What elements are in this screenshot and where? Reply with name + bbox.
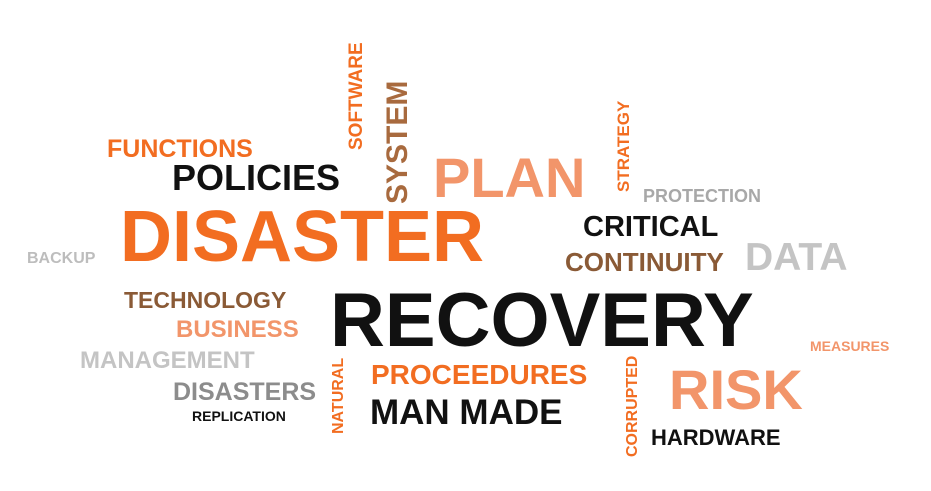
word-disasters: DISASTERS — [173, 378, 317, 406]
word-technology: TECHNOLOGY — [124, 287, 287, 313]
word-system: SYSTEM — [381, 80, 414, 204]
word-data: DATA — [745, 236, 848, 279]
word-hardware: HARDWARE — [651, 425, 781, 450]
word-plan: PLAN — [433, 146, 586, 209]
word-natural: NATURAL — [330, 357, 347, 434]
word-proceedures: PROCEEDURES — [371, 359, 588, 390]
word-backup: BACKUP — [27, 250, 96, 267]
word-replication: REPLICATION — [192, 408, 286, 424]
word-corrupted: CORRUPTED — [624, 355, 641, 457]
word-protection: PROTECTION — [643, 186, 762, 206]
word-software: SOFTWARE — [346, 42, 367, 150]
word-risk: RISK — [669, 358, 803, 421]
word-management: MANAGEMENT — [80, 347, 255, 374]
word-policies: POLICIES — [172, 157, 341, 198]
word-continuity: CONTINUITY — [565, 247, 724, 277]
word-business: BUSINESS — [176, 316, 299, 343]
word-strategy: STRATEGY — [614, 100, 633, 192]
word-recovery: RECOVERY — [330, 278, 754, 363]
word-man-made: MAN MADE — [370, 393, 563, 432]
word-functions: FUNCTIONS — [107, 135, 253, 163]
word-measures: MEASURES — [810, 338, 890, 354]
word-disaster: DISASTER — [120, 197, 485, 277]
word-critical: CRITICAL — [583, 211, 719, 243]
